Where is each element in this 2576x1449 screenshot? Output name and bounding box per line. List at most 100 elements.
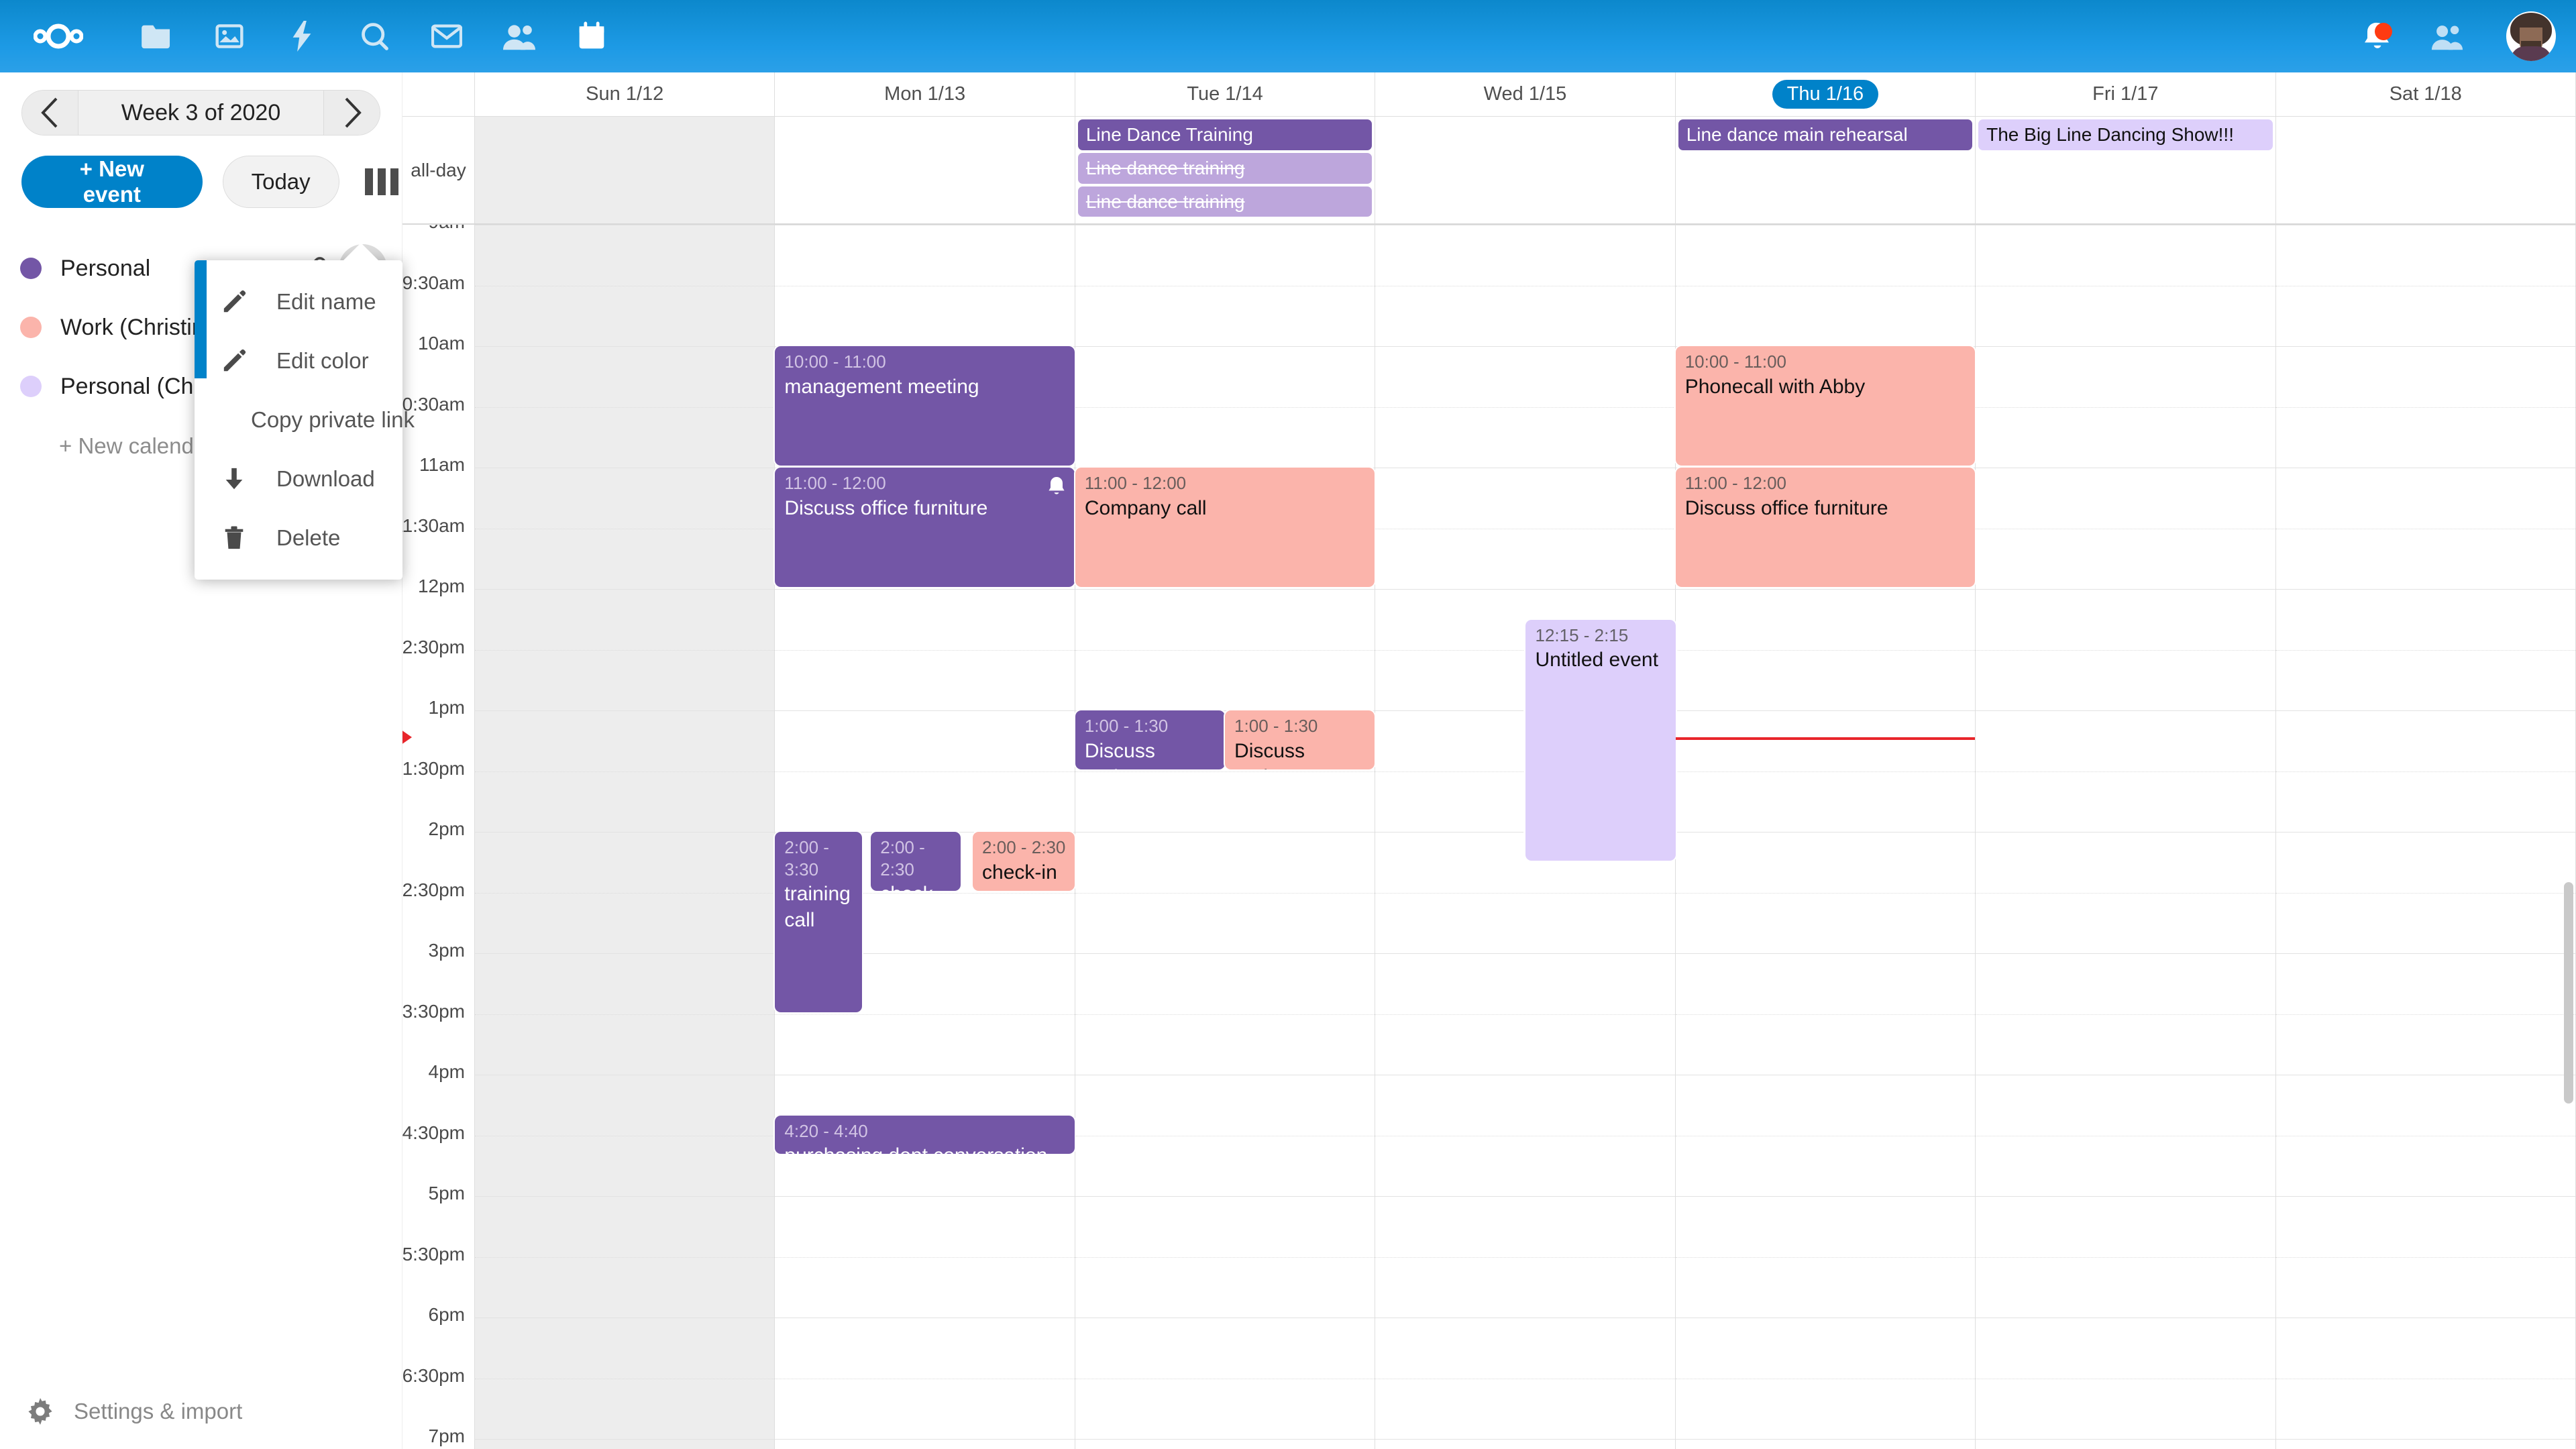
photos-icon[interactable] [193,0,266,72]
next-week-button[interactable] [323,91,380,135]
menu-item-copy-private-link[interactable]: Copy private link [195,390,415,449]
grid-line [775,953,1075,955]
vertical-scrollbar[interactable] [2564,882,2573,1104]
grid-line [1675,1196,1976,1197]
day-column-5[interactable] [1976,225,2276,1449]
event-title: Discuss project announcement [1234,739,1305,769]
all-day-event[interactable]: Line dance training [1077,186,1373,217]
calendar-event[interactable]: 2:00 - 3:30 training call [775,832,862,1012]
calendar-actions-popover: Edit name Edit color Copy private link D… [195,243,415,580]
time-label: 4pm [428,1061,465,1083]
today-button[interactable]: Today [222,156,339,208]
calendar-event[interactable]: 2:00 - 2:30 check-in [871,832,961,891]
calendar-event[interactable]: 11:00 - 12:00 Discuss office furniture [775,468,1075,588]
grid-line [1976,346,2275,347]
day-header-4[interactable]: Thu 1/16 [1676,72,1976,116]
day-header-5[interactable]: Fri 1/17 [1976,72,2276,116]
column-view-icon[interactable] [362,162,402,202]
day-header-3[interactable]: Wed 1/15 [1375,72,1676,116]
menu-item-edit-color[interactable]: Edit color [195,331,402,390]
grid-line [1976,1196,2275,1197]
calendar-event[interactable]: 11:00 - 12:00 Company call [1075,468,1375,588]
time-label: 1pm [428,697,465,718]
all-day-event[interactable]: Line dance main rehearsal [1678,119,1973,150]
calendar-event[interactable]: 11:00 - 12:00 Discuss office furniture [1675,468,1976,588]
grid-line [1375,892,1675,894]
all-day-cell-5[interactable]: The Big Line Dancing Show!!! [1976,117,2276,224]
time-label: 5pm [428,1183,465,1204]
calendar-event[interactable]: 10:00 - 11:00 management meeting [775,346,1075,466]
grid-line [775,710,1075,712]
activity-icon[interactable] [266,0,338,72]
day-column-0[interactable] [475,225,775,1449]
day-column-4[interactable]: 10:00 - 11:00 Phonecall with Abby 11:00 - … [1525,225,1976,1449]
event-title: management meeting [784,375,979,398]
event-title: check-in [982,861,1057,883]
time-slot: 12:30pm [402,637,475,711]
grid-line [1976,771,2275,772]
calendar-event[interactable]: 4:20 - 4:40purchasing dept conversation [775,1115,1075,1155]
all-day-cell-1[interactable] [775,117,1075,224]
time-label: 12:30pm [402,636,465,657]
gear-icon [28,1398,52,1425]
calendar-week-view: Sun 1/12 Mon 1/13 Tue 1/14 Wed 1/15 Thu 1/16… [402,72,2576,1449]
event-title: Company call [1084,496,1207,519]
all-day-cell-3[interactable] [1375,117,1676,224]
grid-line [775,589,1075,590]
nextcloud-logo[interactable] [15,0,102,72]
mail-icon[interactable] [411,0,483,72]
grid-line [1375,346,1675,347]
menu-item-edit-name[interactable]: Edit name [195,272,402,331]
week-navigator: Week 3 of 2020 [21,90,380,136]
time-label: 2:30pm [402,879,465,900]
week-label[interactable]: Week 3 of 2020 [78,91,323,135]
search-icon[interactable] [338,0,411,72]
previous-week-button[interactable] [22,91,78,135]
grid-line [2275,346,2575,347]
settings-and-import-button[interactable]: Settings & import [0,1398,242,1425]
new-calendar-button[interactable]: + New calendar [59,433,214,458]
all-day-cell-4[interactable]: Line dance main rehearsal [1676,117,1976,224]
day-header-6[interactable]: Sat 1/18 [2276,72,2576,116]
calendar-event[interactable]: 12:15 - 2:15 Untitled event [1525,619,1676,861]
time-label: 9am [429,225,465,233]
day-column-6[interactable] [2275,225,2576,1449]
all-day-event[interactable]: Line dance training [1077,152,1373,184]
time-label: 7pm [428,1426,465,1447]
menu-label: Copy private link [251,407,415,432]
new-event-button[interactable]: + New event [21,156,203,208]
contacts-icon[interactable] [483,0,555,72]
all-day-cell-0[interactable] [475,117,775,224]
user-avatar[interactable] [2506,11,2556,61]
day-column-1[interactable]: 10:00 - 11:00 management meeting 11:00 - 1… [775,225,1075,1449]
grid-line [775,771,1075,772]
time-label: 6:30pm [402,1364,465,1386]
time-slot: 6:30pm [402,1365,475,1440]
menu-item-delete[interactable]: Delete [195,508,402,568]
day-header-1[interactable]: Mon 1/13 [775,72,1075,116]
all-day-cell-2[interactable]: Line Dance Training Line dance training Li… [1075,117,1376,224]
calendar-icon[interactable] [555,0,628,72]
all-day-event[interactable]: Line Dance Training [1077,119,1373,150]
event-time: 2:00 - 3:30 [784,837,829,879]
time-slot: 2:30pm [402,879,475,954]
grid-line [1675,771,1976,772]
contacts-menu-icon[interactable] [2411,0,2483,72]
day-header-2[interactable]: Tue 1/14 [1075,72,1376,116]
time-grid-scroll-area[interactable]: 9am 9:30am 10am 10:30am 11am 11:30am 12pm 12:30… [402,225,2576,1449]
time-slot: 3pm [402,940,475,1014]
all-day-event[interactable]: The Big Line Dancing Show!!! [1978,119,2273,150]
calendar-event[interactable]: 10:00 - 11:00 Phonecall with Abby [1675,346,1976,466]
day-column-2[interactable]: 11:00 - 12:00 Company call 1:00 - 1:30 Disc… [1075,225,1376,1449]
grid-line [1675,710,1976,712]
menu-item-download[interactable]: Download [195,449,402,508]
notifications-bell-icon[interactable] [2344,0,2411,72]
calendar-event[interactable]: 2:00 - 2:30 check-in [973,832,1075,891]
day-header-0[interactable]: Sun 1/12 [475,72,775,116]
all-day-cell-6[interactable] [2276,117,2576,224]
time-label: 11am [419,454,465,476]
menu-label: Delete [276,525,341,550]
files-icon[interactable] [121,0,193,72]
